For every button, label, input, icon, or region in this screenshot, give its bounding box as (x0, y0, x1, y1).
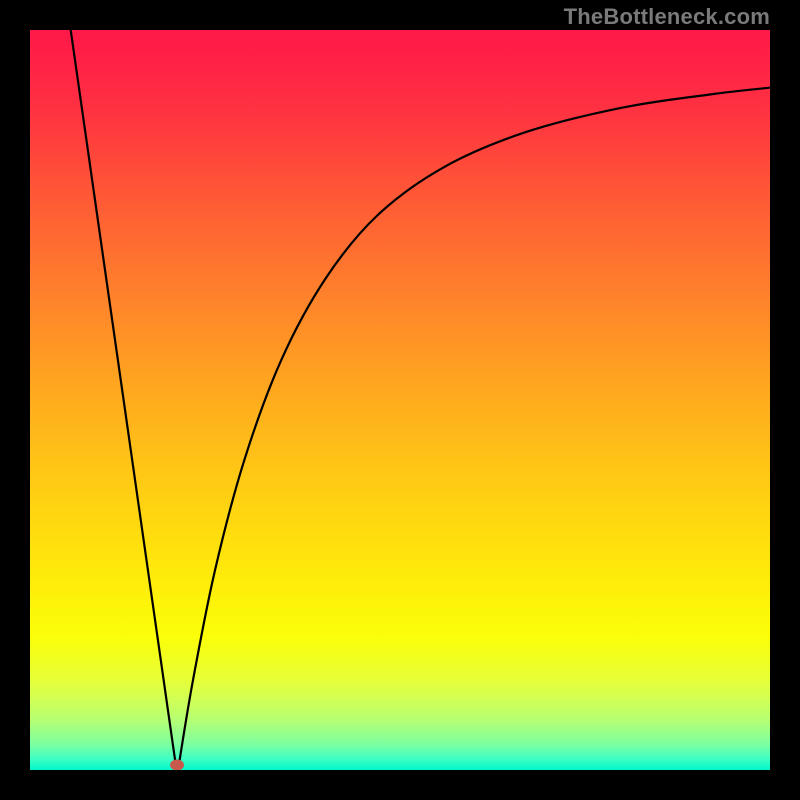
curve-right-segment (178, 88, 770, 770)
minimum-marker (170, 759, 184, 770)
bottleneck-curve (30, 30, 770, 770)
plot-area (30, 30, 770, 770)
watermark-text: TheBottleneck.com (564, 4, 770, 30)
chart-frame: TheBottleneck.com (0, 0, 800, 800)
curve-left-segment (71, 30, 177, 770)
